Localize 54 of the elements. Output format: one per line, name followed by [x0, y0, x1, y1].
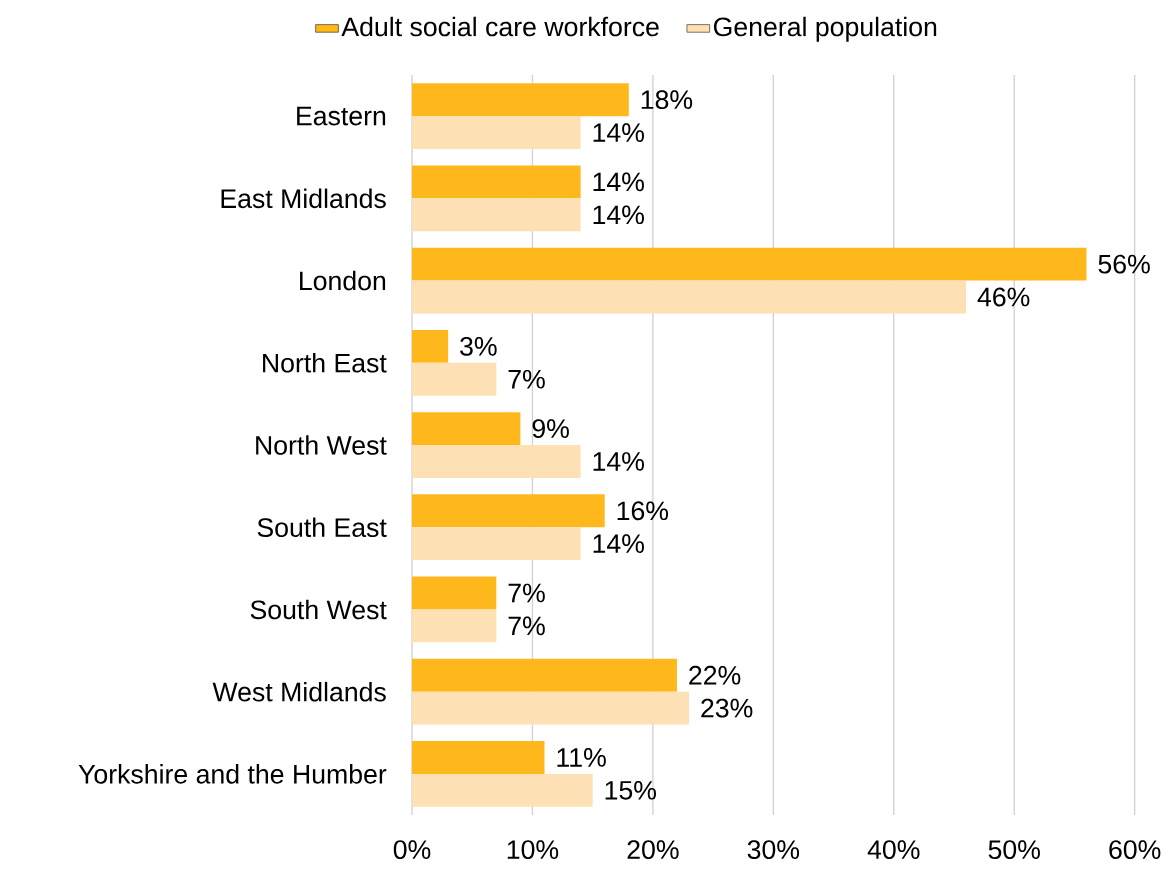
x-tick-label: 50% — [988, 840, 1040, 860]
data-label: 56% — [1098, 254, 1150, 274]
y-tick-label: Yorkshire and the Humber — [78, 764, 387, 784]
legend-label: General population — [713, 16, 937, 42]
bar — [412, 412, 521, 446]
bar — [412, 773, 593, 807]
y-tick-label: South West — [250, 599, 387, 620]
x-tick-label: 10% — [507, 840, 559, 860]
data-label: 18% — [641, 90, 693, 110]
bar — [412, 741, 545, 774]
bar — [412, 494, 605, 528]
data-label: 11% — [557, 748, 606, 767]
bar — [412, 445, 581, 478]
bar — [412, 116, 581, 150]
data-label: 14% — [593, 172, 644, 192]
x-tick-label: 40% — [867, 840, 920, 860]
bar — [412, 83, 629, 117]
data-label: 14% — [593, 534, 644, 553]
legend-label: Adult social care workforce — [341, 16, 659, 37]
data-label: 23% — [701, 698, 753, 718]
y-tick-label: South East — [257, 517, 387, 538]
data-label: 3% — [460, 336, 497, 356]
data-label: 46% — [977, 287, 1030, 307]
data-label: 9% — [532, 419, 569, 438]
bar — [412, 165, 581, 199]
data-label: 7% — [508, 616, 545, 636]
data-label: 16% — [617, 501, 669, 521]
y-tick-label: North East — [263, 353, 387, 373]
bar — [412, 362, 497, 396]
bar — [412, 658, 677, 692]
x-tick-label: 60% — [1109, 840, 1161, 860]
bar — [412, 198, 581, 232]
data-label: 15% — [605, 780, 657, 800]
x-tick-label: 20% — [627, 840, 679, 860]
x-tick-label: 0% — [393, 840, 431, 860]
y-tick-label: East Midlands — [221, 188, 386, 209]
y-tick-label: West Midlands — [212, 681, 386, 702]
y-tick-label: North West — [256, 435, 387, 455]
data-label: 22% — [689, 665, 741, 685]
bar — [412, 247, 1087, 281]
bar — [412, 527, 581, 561]
bar — [412, 576, 497, 610]
bar — [412, 329, 449, 363]
bar — [412, 691, 690, 725]
data-label: 14% — [593, 123, 644, 142]
x-tick-label: 30% — [747, 840, 800, 860]
data-label: 14% — [593, 205, 644, 225]
bar — [412, 280, 967, 314]
data-label: 14% — [593, 452, 644, 471]
bar — [412, 609, 497, 643]
data-label: 7% — [508, 369, 545, 389]
data-label: 7% — [508, 583, 545, 603]
y-tick-label: London — [300, 270, 386, 291]
y-tick-label: Eastern — [297, 106, 386, 126]
